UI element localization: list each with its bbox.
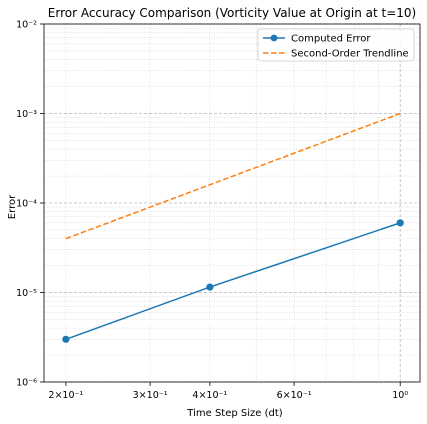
data-point bbox=[62, 335, 70, 343]
ticks: 2×10⁻¹ 3×10⁻¹ 4×10⁻¹ 6×10⁻¹ 10⁰ 10⁻⁶ 10⁻⁵ 10⁻⁴ 1… bbox=[16, 20, 408, 402]
x-axis-title: Time Step Size (dt) bbox=[186, 408, 282, 419]
x-tick-label: 3×10⁻¹ bbox=[133, 390, 168, 401]
x-tick-label: 2×10⁻¹ bbox=[48, 390, 83, 401]
y-tick-label: 10⁻⁵ bbox=[16, 288, 37, 299]
legend-label-1: Second-Order Trendline bbox=[291, 49, 409, 60]
y-axis-title: Error bbox=[7, 194, 18, 219]
data-point bbox=[206, 283, 214, 291]
series-line-0 bbox=[65, 222, 401, 341]
legend: Computed Error Second-Order Trendline bbox=[257, 28, 415, 62]
y-tick-label: 10⁻⁴ bbox=[16, 199, 37, 210]
x-tick-label: 6×10⁻¹ bbox=[277, 390, 312, 401]
y-tick-label: 10⁻⁶ bbox=[16, 378, 37, 389]
y-tick-label: 10⁻² bbox=[16, 20, 37, 31]
data-point bbox=[396, 219, 404, 227]
legend-label-0: Computed Error bbox=[291, 34, 371, 45]
series-line-1 bbox=[65, 112, 401, 240]
grid bbox=[44, 23, 420, 383]
x-tick-label: 10⁰ bbox=[392, 390, 408, 401]
series-layer bbox=[62, 112, 404, 343]
x-tick-label: 4×10⁻¹ bbox=[192, 390, 227, 401]
chart-title: Error Accuracy Comparison (Vorticity Val… bbox=[48, 6, 416, 20]
y-tick-label: 10⁻³ bbox=[16, 109, 37, 120]
legend-box bbox=[257, 28, 415, 62]
legend-marker bbox=[270, 34, 278, 42]
